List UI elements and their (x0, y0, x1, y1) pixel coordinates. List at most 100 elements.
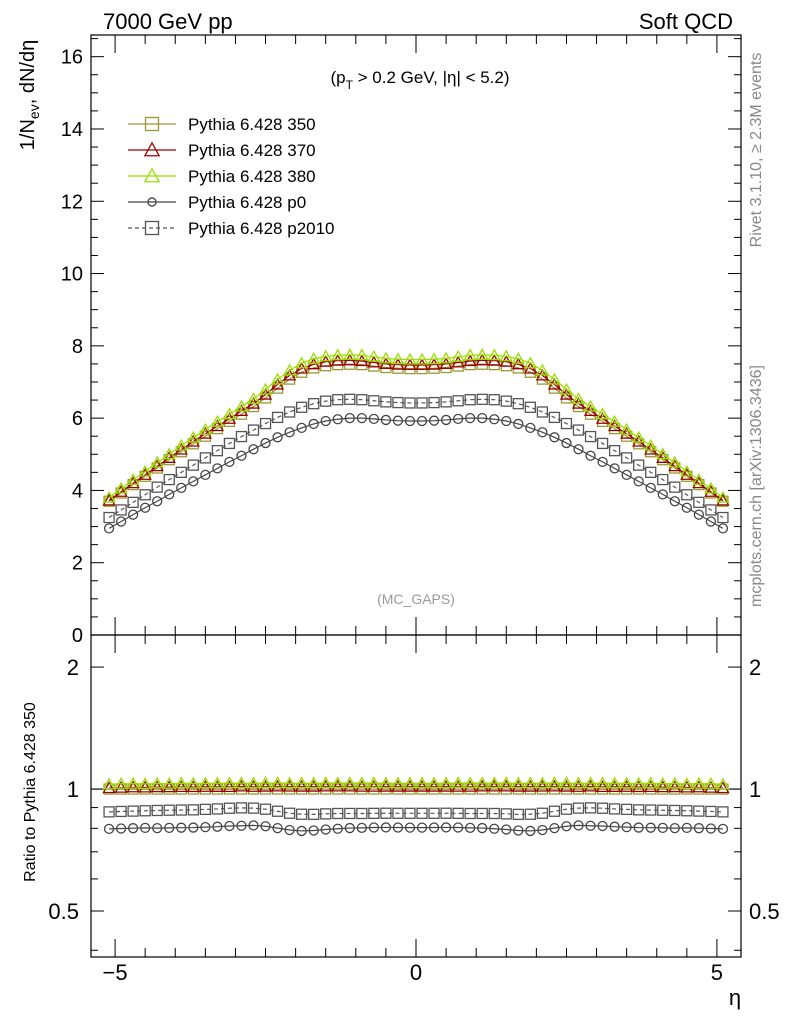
ratio-point-pythia-6-428-380 (162, 776, 176, 789)
ratio-series-group (102, 776, 730, 837)
point-pythia-6-428-p2010 (356, 394, 368, 406)
point-pythia-6-428-p2010 (392, 396, 404, 409)
ratio-point-pythia-6-428-p2010 (163, 804, 175, 816)
point-pythia-6-428-p0 (344, 412, 355, 424)
ratio-point-pythia-6-428-p0 (597, 820, 608, 832)
point-pythia-6-428-370 (198, 426, 212, 439)
ratio-point-pythia-6-428-380 (222, 776, 237, 789)
point-pythia-6-428-380 (511, 352, 525, 364)
ratio-y-tick-label-right: 2 (749, 655, 761, 680)
ratio-point-pythia-6-428-370 (391, 779, 405, 792)
point-pythia-6-428-p2010 (536, 406, 549, 418)
ratio-point-pythia-6-428-p2010 (175, 804, 187, 816)
point-pythia-6-428-p2010 (368, 395, 380, 407)
ratio-point-pythia-6-428-370 (668, 780, 682, 793)
ratio-point-pythia-6-428-p0 (416, 822, 428, 833)
ratio-point-pythia-6-428-380 (427, 776, 441, 789)
ratio-point-pythia-6-428-370 (427, 779, 441, 792)
ratio-point-pythia-6-428-p2010 (151, 804, 163, 817)
point-pythia-6-428-p2010 (645, 466, 657, 478)
ratio-point-pythia-6-428-p2010 (476, 807, 488, 820)
ratio-point-pythia-6-428-p0 (717, 823, 729, 835)
point-pythia-6-428-p2010 (247, 424, 260, 436)
ratio-point-pythia-6-428-380 (198, 776, 212, 789)
x-tick-label: 0 (410, 960, 422, 985)
ratio-point-pythia-6-428-p2010 (416, 807, 428, 819)
ratio-point-pythia-6-428-p2010 (283, 807, 296, 819)
ratio-point-pythia-6-428-380 (295, 776, 309, 789)
point-pythia-6-428-p0 (452, 413, 464, 425)
ratio-point-pythia-6-428-370 (270, 779, 285, 792)
point-pythia-6-428-p0 (525, 422, 536, 434)
point-pythia-6-428-p2010 (380, 396, 392, 408)
point-pythia-6-428-380 (174, 438, 188, 451)
point-pythia-6-428-p0 (657, 489, 668, 500)
ratio-point-pythia-6-428-p0 (115, 823, 127, 834)
ratio-point-pythia-6-428-370 (222, 780, 237, 793)
ratio-point-pythia-6-428-370 (319, 779, 333, 792)
x-tick-label: −5 (103, 960, 128, 985)
ratio-point-pythia-6-428-370 (451, 779, 465, 792)
ratio-point-pythia-6-428-p0 (440, 822, 452, 833)
point-pythia-6-428-380 (439, 351, 453, 364)
point-pythia-6-428-380 (583, 399, 598, 412)
point-pythia-6-428-p0 (103, 523, 115, 534)
point-pythia-6-428-p2010 (693, 496, 705, 508)
main-y-tick-label: 0 (72, 625, 83, 647)
ratio-point-pythia-6-428-370 (126, 780, 140, 793)
main-y-tick-label: 12 (61, 191, 83, 213)
point-pythia-6-428-p2010 (235, 430, 248, 443)
ratio-point-pythia-6-428-380 (620, 776, 634, 789)
point-pythia-6-428-p0 (633, 476, 644, 487)
point-pythia-6-428-370 (632, 434, 646, 447)
main-y-tick-label: 4 (72, 480, 83, 502)
point-pythia-6-428-370 (644, 442, 658, 455)
ratio-point-pythia-6-428-p0 (537, 824, 548, 836)
legend-marker-pythia-6-428-p2010 (144, 220, 160, 236)
point-pythia-6-428-380 (403, 352, 417, 365)
ratio-point-pythia-6-428-p0 (320, 824, 331, 835)
point-pythia-6-428-380 (270, 372, 285, 385)
main-y-axis-label: 1/Nev, dN/dη (17, 40, 42, 150)
ratio-point-pythia-6-428-370 (595, 780, 610, 793)
ratio-point-pythia-6-428-p2010 (187, 804, 199, 816)
ratio-point-pythia-6-428-p2010 (657, 804, 669, 816)
point-pythia-6-428-380 (307, 352, 321, 364)
point-pythia-6-428-380 (704, 481, 718, 494)
legend-marker-pythia-6-428-p0 (147, 197, 157, 207)
point-pythia-6-428-380 (656, 447, 670, 460)
ratio-point-pythia-6-428-p0 (164, 822, 175, 834)
ratio-point-pythia-6-428-370 (620, 779, 634, 792)
point-pythia-6-428-380 (355, 348, 369, 361)
ratio-point-pythia-6-428-350 (608, 783, 621, 795)
point-pythia-6-428-380 (620, 422, 634, 435)
ratio-point-pythia-6-428-370 (523, 779, 537, 792)
point-pythia-6-428-370 (463, 354, 477, 367)
point-pythia-6-428-380 (343, 348, 357, 360)
point-pythia-6-428-p0 (717, 523, 729, 534)
ratio-point-pythia-6-428-p2010 (308, 808, 320, 821)
point-pythia-6-428-p0 (428, 415, 440, 426)
legend: Pythia 6.428 350 Pythia 6.428 370 Pythia 6… (128, 115, 335, 238)
point-pythia-6-428-380 (258, 382, 273, 395)
ratio-point-pythia-6-428-380 (680, 777, 694, 789)
point-pythia-6-428-p0 (368, 413, 380, 425)
point-pythia-6-428-380 (162, 447, 176, 460)
point-pythia-6-428-380 (608, 414, 622, 427)
point-pythia-6-428-p0 (501, 415, 512, 427)
point-pythia-6-428-p0 (465, 412, 476, 424)
ratio-point-pythia-6-428-p0 (525, 825, 536, 837)
ratio-point-pythia-6-428-380 (415, 776, 429, 789)
ratio-point-pythia-6-428-p2010 (332, 807, 344, 820)
ratio-point-pythia-6-428-380 (307, 776, 321, 789)
ratio-point-pythia-6-428-380 (704, 776, 718, 789)
point-pythia-6-428-p2010 (332, 394, 344, 406)
point-pythia-6-428-370 (355, 354, 369, 367)
ratio-point-pythia-6-428-380 (331, 776, 345, 789)
ratio-point-pythia-6-428-p2010 (211, 803, 224, 815)
ratio-point-pythia-6-428-380 (270, 776, 285, 789)
ratio-point-pythia-6-428-p0 (260, 821, 271, 832)
point-pythia-6-428-370 (668, 459, 682, 472)
ratio-point-pythia-6-428-380 (343, 776, 357, 789)
